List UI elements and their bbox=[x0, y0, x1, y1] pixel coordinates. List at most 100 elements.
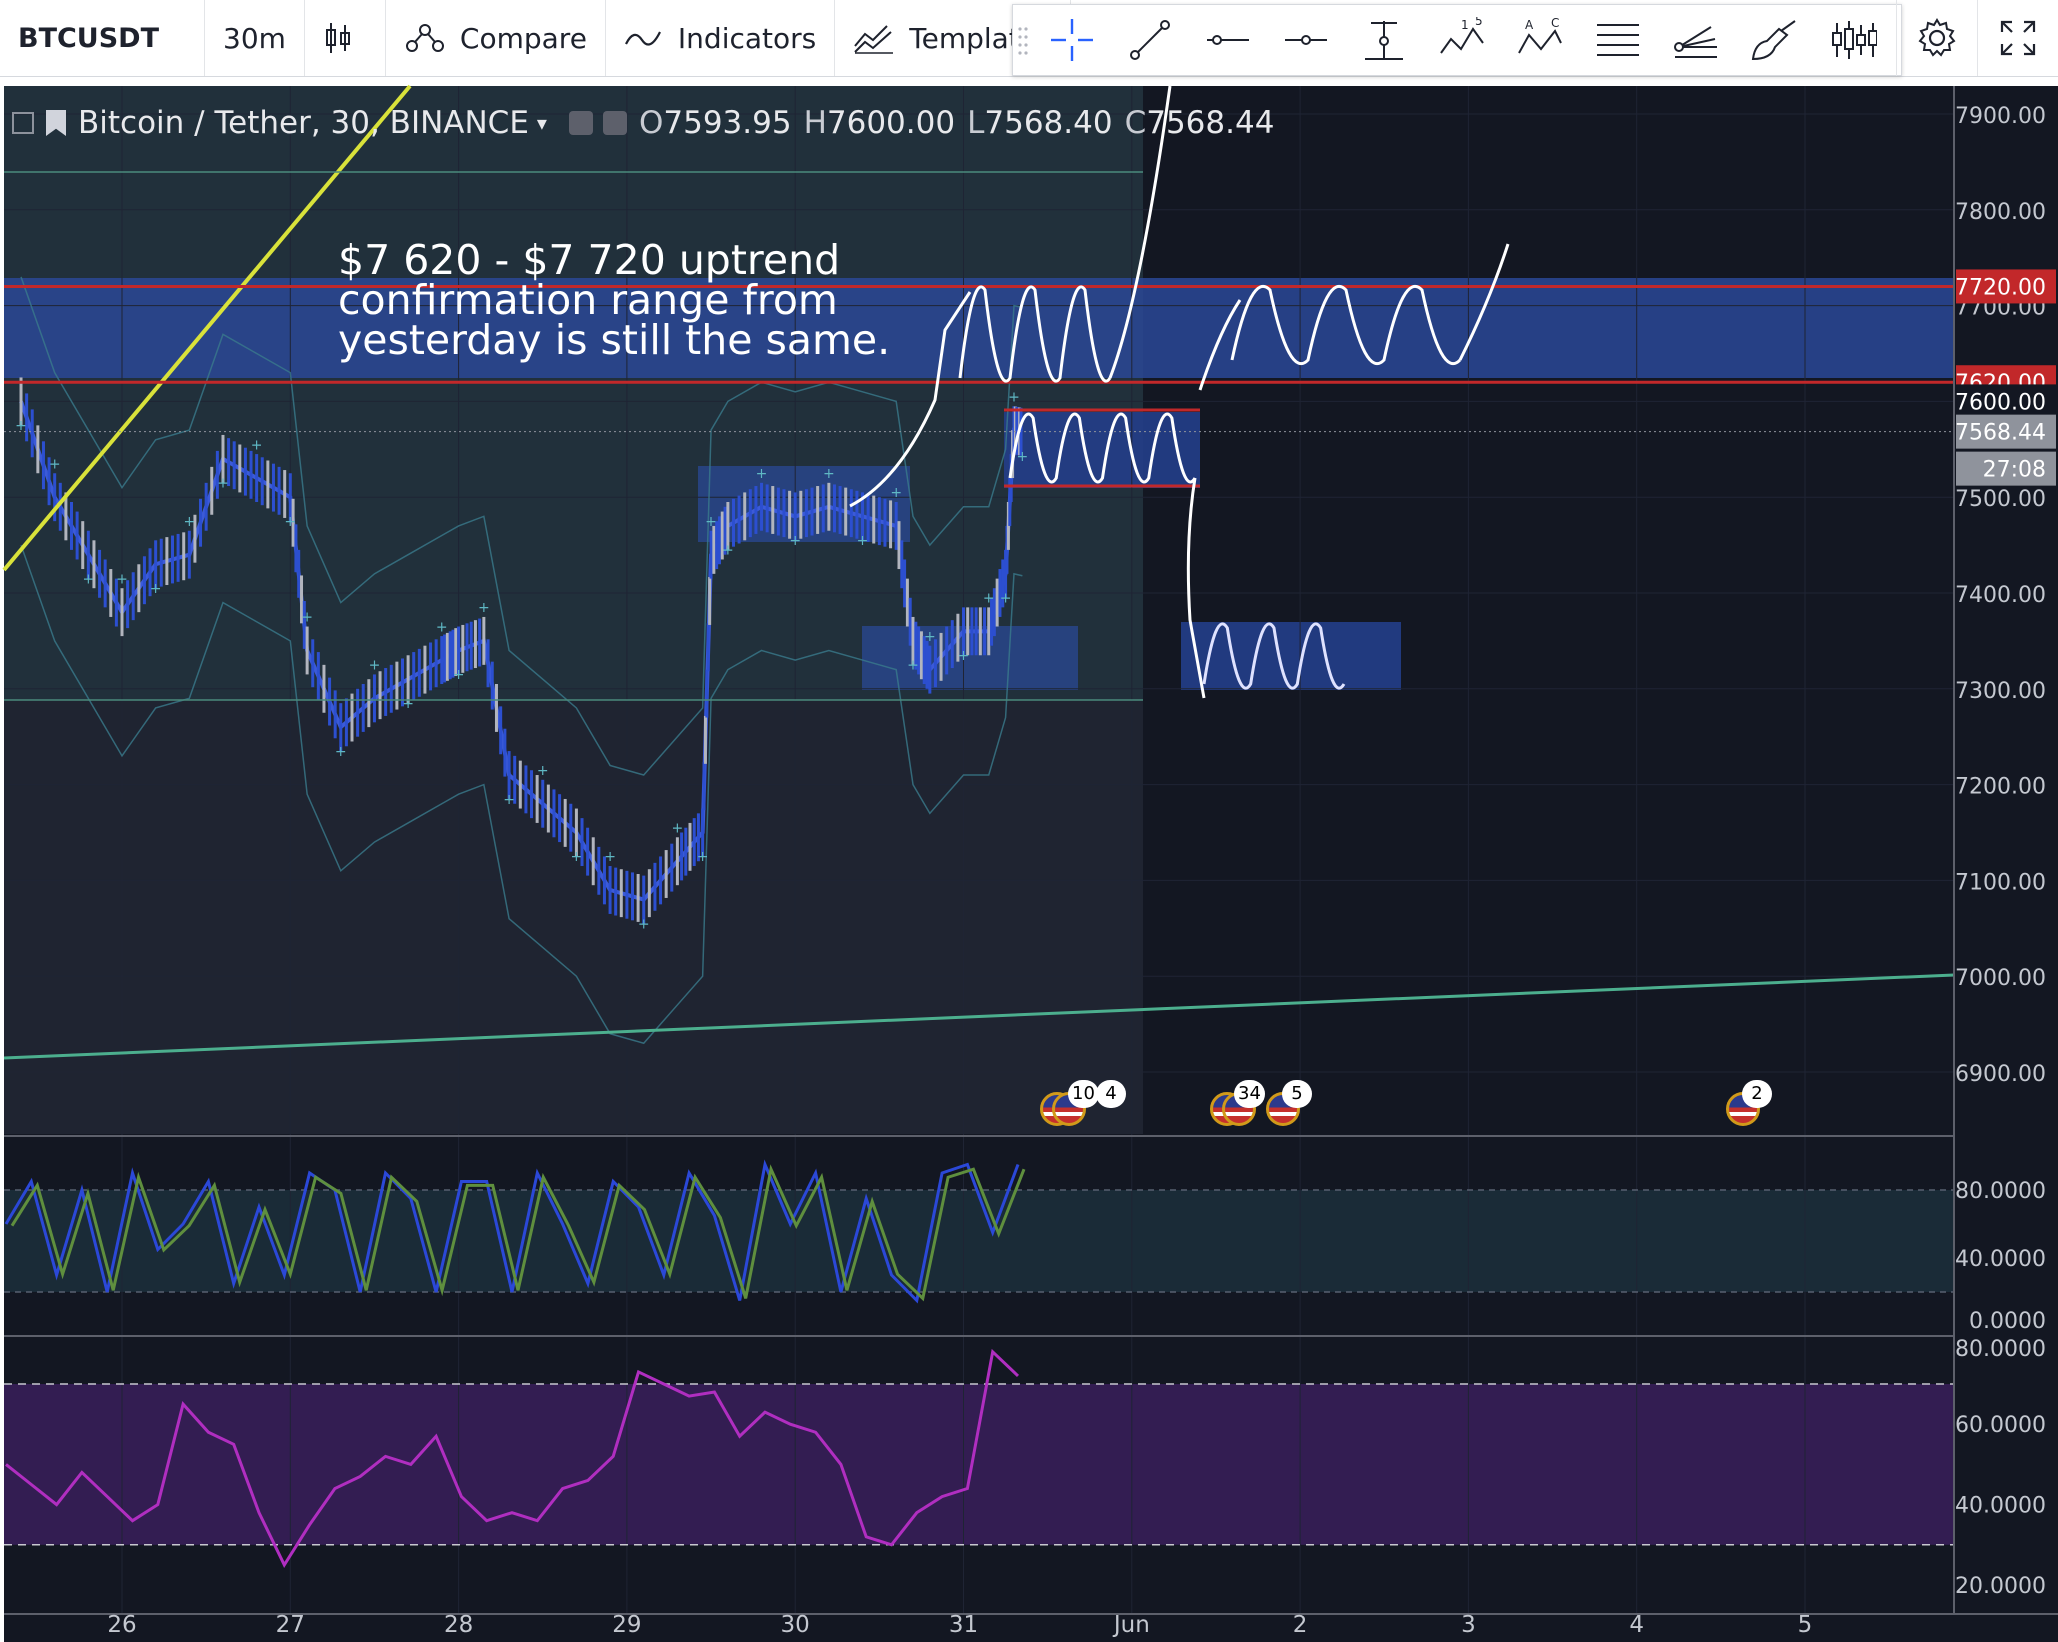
projection-scribble[interactable] bbox=[1186, 477, 1206, 699]
interval-button[interactable]: 30m bbox=[205, 0, 305, 76]
y-tick-label: 7800.00 bbox=[1955, 200, 2046, 225]
annotation-text[interactable]: $7 620 - $7 720 uptrend confirmation ran… bbox=[338, 236, 891, 364]
fib-fan-tool[interactable] bbox=[1657, 5, 1735, 75]
confirmation-range-box[interactable] bbox=[4, 278, 1954, 378]
projection-scribble[interactable] bbox=[849, 291, 972, 508]
fib-retracement-tool[interactable] bbox=[1579, 5, 1657, 75]
projection-scribble[interactable] bbox=[958, 285, 1112, 383]
compare-icon bbox=[405, 24, 444, 52]
sar-dot: + bbox=[402, 696, 414, 712]
compare-button[interactable]: Compare bbox=[386, 0, 606, 76]
crosshair-icon bbox=[1051, 19, 1093, 61]
stoch-k-line[interactable] bbox=[4, 1159, 1020, 1304]
indicators-button[interactable]: Indicators bbox=[606, 0, 836, 76]
projection-scribble[interactable] bbox=[1458, 243, 1510, 361]
fullscreen-button[interactable] bbox=[1977, 0, 2058, 76]
sar-dot: + bbox=[116, 571, 128, 587]
price-axis-bg bbox=[1954, 86, 2058, 1642]
long-short-tool[interactable] bbox=[1813, 5, 1891, 75]
sar-dot: + bbox=[857, 533, 869, 549]
sar-dot: + bbox=[453, 667, 465, 683]
sar-dot: + bbox=[705, 514, 717, 530]
svg-text:C: C bbox=[1551, 17, 1559, 30]
sar-dot: + bbox=[983, 591, 995, 607]
stoch-tick-label: 80.0000 bbox=[1955, 1179, 2046, 1204]
projection-scribble[interactable] bbox=[1230, 284, 1462, 366]
price-label-text: 27:08 bbox=[1983, 458, 2046, 483]
sar-dot: + bbox=[638, 916, 650, 932]
horizontal-ray-tool[interactable] bbox=[1267, 5, 1345, 75]
sar-dot: + bbox=[537, 763, 549, 779]
event-count-badge[interactable]: 10 bbox=[1068, 1080, 1099, 1108]
eye-icon[interactable] bbox=[568, 111, 593, 135]
y-tick-label: 7200.00 bbox=[1955, 775, 2046, 800]
grip-icon bbox=[1018, 27, 1028, 55]
ohlc-low: L7568.40 bbox=[967, 105, 1113, 141]
price-label-text: 7568.44 bbox=[1955, 421, 2046, 446]
sar-dot: + bbox=[1000, 591, 1012, 607]
projection-scribble[interactable] bbox=[1108, 85, 1172, 379]
svg-text:A: A bbox=[1525, 18, 1534, 32]
projection-scribble[interactable] bbox=[1202, 622, 1346, 690]
rsi-band-fill bbox=[4, 1384, 1954, 1545]
bookmark-flag-icon bbox=[46, 110, 66, 136]
symbol-search[interactable]: BTCUSDT bbox=[0, 0, 205, 76]
fib-retracement-icon bbox=[1597, 24, 1639, 56]
stoch-d-line[interactable] bbox=[10, 1164, 1026, 1302]
indicators-label: Indicators bbox=[677, 21, 817, 55]
event-count-badge[interactable]: 5 bbox=[1282, 1080, 1312, 1108]
y-tick-label: 7900.00 bbox=[1955, 104, 2046, 129]
stochastic-band-fill bbox=[4, 1190, 1954, 1292]
x-tick-label: Jun bbox=[1112, 1612, 1150, 1638]
trend-line-green[interactable] bbox=[3, 973, 1955, 1060]
sar-dot: + bbox=[789, 533, 801, 549]
long-short-icon bbox=[1832, 21, 1877, 59]
y-tick-label: 7100.00 bbox=[1955, 870, 2046, 895]
time-axis-bg bbox=[4, 1614, 1954, 1642]
rsi-tick-label: 80.0000 bbox=[1955, 1337, 2046, 1362]
projection-scribble[interactable] bbox=[1008, 412, 1197, 484]
band-upper bbox=[20, 276, 1023, 776]
drag-handle[interactable] bbox=[1013, 5, 1033, 75]
sar-dot: + bbox=[150, 581, 162, 597]
rsi-tick-label: 20.0000 bbox=[1955, 1574, 2046, 1599]
settings-button[interactable] bbox=[1896, 0, 1977, 76]
fib-fan-icon bbox=[1674, 26, 1717, 58]
x-tick-label: 31 bbox=[949, 1612, 978, 1638]
svg-text:1: 1 bbox=[1461, 18, 1469, 32]
brush-tool[interactable] bbox=[1735, 5, 1813, 75]
event-count-badge[interactable]: 4 bbox=[1096, 1080, 1126, 1108]
x-tick-label: 3 bbox=[1461, 1612, 1476, 1638]
event-count-badge[interactable]: 2 bbox=[1742, 1080, 1772, 1108]
caret-down-icon[interactable]: ▾ bbox=[536, 111, 547, 135]
crosshair-tool[interactable] bbox=[1033, 5, 1111, 75]
expand-legend-icon[interactable] bbox=[12, 112, 34, 134]
sar-dot: + bbox=[672, 821, 684, 837]
sar-dot: + bbox=[907, 658, 919, 674]
gear-icon[interactable] bbox=[602, 111, 627, 135]
sar-dot: + bbox=[604, 849, 616, 865]
price-pane: + + + + + + + + + + + + + + + + + + + + + + + + + + + + + + + + + + + + + bbox=[2, 84, 1955, 1060]
horizontal-line-tool[interactable] bbox=[1189, 5, 1267, 75]
projection-scribble[interactable] bbox=[1198, 299, 1242, 391]
range-box[interactable] bbox=[862, 626, 1078, 690]
rsi-tick-label: 60.0000 bbox=[1955, 1413, 2046, 1438]
trend-line-yellow[interactable] bbox=[2, 84, 412, 572]
candlestick-icon bbox=[325, 23, 350, 53]
projection-box[interactable] bbox=[1181, 622, 1401, 690]
fullscreen-icon bbox=[2000, 20, 2036, 56]
settings-icon bbox=[1918, 18, 1956, 57]
trend-line-tool[interactable] bbox=[1111, 5, 1189, 75]
event-count-badge[interactable]: 34 bbox=[1234, 1080, 1265, 1108]
rsi-line[interactable] bbox=[5, 1348, 1020, 1568]
sar-dot: + bbox=[478, 600, 490, 616]
chart-type-button[interactable] bbox=[305, 0, 386, 76]
legend-title[interactable]: Bitcoin / Tether, 30, BINANCE bbox=[78, 105, 529, 141]
sar-dot: + bbox=[697, 849, 709, 865]
vertical-line-tool[interactable] bbox=[1345, 5, 1423, 75]
price-label-box bbox=[1956, 414, 2056, 449]
